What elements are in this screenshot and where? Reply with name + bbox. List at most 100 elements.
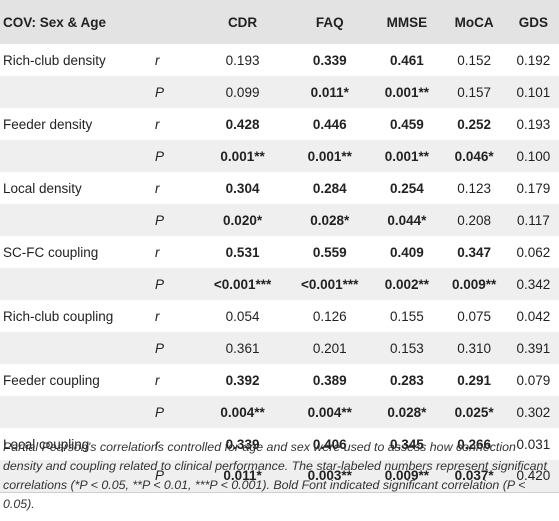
table-cell: 0.347 xyxy=(457,244,491,260)
table-cell: 0.192 xyxy=(516,52,551,68)
table-cell: 0.002** xyxy=(384,276,430,292)
table-row: Feeder coupling r 0.392 0.389 0.283 0.291 0.07… xyxy=(0,364,559,396)
table-cell: 0.157 xyxy=(457,84,491,100)
table-cell: 0.079 xyxy=(516,372,551,388)
row-stat: P xyxy=(155,84,165,100)
table-cell: 0.461 xyxy=(389,52,424,68)
row-label: Feeder coupling xyxy=(3,372,100,388)
table-cell: 0.046* xyxy=(454,148,494,164)
table-cell: 0.391 xyxy=(516,340,551,356)
table-cell: 0.031 xyxy=(516,436,551,452)
header-faq: FAQ xyxy=(315,14,344,30)
table-cell: 0.302 xyxy=(516,404,551,420)
table-row: SC-FC coupling r 0.531 0.559 0.409 0.347 0.062 xyxy=(0,236,559,268)
table-cell: 0.011* xyxy=(223,468,262,484)
row-label xyxy=(0,332,155,364)
table-cell: 0.193 xyxy=(516,116,551,132)
table-cell: 0.009** xyxy=(384,468,430,484)
table-cell: 0.179 xyxy=(516,180,551,196)
table-cell: 0.100 xyxy=(516,148,551,164)
table-cell: 0.117 xyxy=(516,212,550,228)
table-cell: 0.062 xyxy=(516,244,551,260)
table-cell: 0.339 xyxy=(312,52,347,68)
table-row: P 0.099 0.011* 0.001** 0.157 0.101 xyxy=(0,76,559,108)
table-cell: 0.009** xyxy=(451,276,497,292)
table-cell: 0.054 xyxy=(225,308,260,324)
row-stat: P xyxy=(155,340,165,356)
table-row: Local density r 0.304 0.284 0.254 0.123 0.179 xyxy=(0,172,559,204)
row-stat: P xyxy=(155,468,165,484)
table-cell: <0.001*** xyxy=(300,276,359,292)
table-cell: 0.004** xyxy=(307,404,352,420)
table-cell: 0.304 xyxy=(225,180,260,196)
table-cell: 0.025* xyxy=(454,404,494,420)
table-cell: 0.003** xyxy=(307,468,352,484)
header-gds: GDS xyxy=(518,14,548,30)
table-cell: 0.252 xyxy=(457,116,491,132)
table-row: Feeder density r 0.428 0.446 0.459 0.252 0.193 xyxy=(0,108,559,140)
header-moca: MoCA xyxy=(454,14,494,30)
table-cell: 0.001** xyxy=(384,84,430,100)
row-stat: r xyxy=(155,372,160,388)
table-cell: 0.392 xyxy=(225,372,260,388)
table-cell: 0.559 xyxy=(312,244,347,260)
table-cell: 0.284 xyxy=(312,180,347,196)
table-cell: 0.389 xyxy=(312,372,347,388)
table-cell: 0.310 xyxy=(457,340,491,356)
row-stat: r xyxy=(155,180,160,196)
row-stat: P xyxy=(155,148,165,164)
table-row: P <0.001*** <0.001*** 0.002** 0.009** 0.342 xyxy=(0,268,559,300)
table-cell: 0.153 xyxy=(389,340,424,356)
table-cell: 0.044* xyxy=(387,212,427,228)
table-row: P 0.001** 0.001** 0.001** 0.046* 0.100 xyxy=(0,140,559,172)
table-row: P 0.004** 0.004** 0.028* 0.025* 0.302 xyxy=(0,396,559,428)
table-footnote: Partial Pearson’s correlations controlle… xyxy=(3,440,547,511)
table-body: Rich-club density r 0.193 0.339 0.461 0.152 0.… xyxy=(0,44,559,492)
row-label xyxy=(0,396,155,428)
table-cell: 0.428 xyxy=(225,116,260,132)
table-cell: 0.152 xyxy=(457,52,491,68)
table-cell: 0.291 xyxy=(457,372,491,388)
table-cell: 0.001** xyxy=(220,148,265,164)
row-stat: P xyxy=(155,404,165,420)
row-label: Local coupling xyxy=(3,436,90,452)
table-cell: 0.208 xyxy=(457,212,491,228)
table-cell: 0.406 xyxy=(312,436,347,452)
row-stat: r xyxy=(155,116,160,132)
table-cell: 0.201 xyxy=(312,340,347,356)
table-row: P 0.361 0.201 0.153 0.310 0.391 xyxy=(0,332,559,364)
table-cell: 0.459 xyxy=(389,116,424,132)
header-mmse: MMSE xyxy=(386,14,428,30)
table-cell: 0.126 xyxy=(312,308,347,324)
row-label xyxy=(0,268,155,300)
row-stat: r xyxy=(155,244,160,260)
table-cell: 0.339 xyxy=(225,436,260,452)
table-cell: 0.361 xyxy=(225,340,260,356)
table-cell: 0.409 xyxy=(389,244,424,260)
table-cell: 0.037* xyxy=(454,468,494,484)
table-row: Rich-club coupling r 0.054 0.126 0.155 0.075 0… xyxy=(0,300,559,332)
table-row: P 0.020* 0.028* 0.044* 0.208 0.117 xyxy=(0,204,559,236)
row-stat: r xyxy=(155,436,160,452)
table-cell: 0.123 xyxy=(457,180,491,196)
header-cov: COV: Sex & Age xyxy=(3,14,107,30)
table-cell: 0.001** xyxy=(307,148,352,164)
table-row: Rich-club density r 0.193 0.339 0.461 0.152 0.… xyxy=(0,44,559,76)
row-stat: r xyxy=(155,52,160,68)
row-stat: r xyxy=(155,308,160,324)
header-cdr: CDR xyxy=(227,14,258,30)
row-stat: P xyxy=(155,212,165,228)
table-header-row: COV: Sex & Age CDR FAQ MMSE MoCA GDS xyxy=(0,0,559,44)
table-cell: 0.011* xyxy=(310,84,349,100)
table-cell: 0.254 xyxy=(389,180,424,196)
row-label: SC-FC coupling xyxy=(3,244,99,260)
table-row: P 0.011* 0.003** 0.009** 0.037* 0.420 xyxy=(0,460,559,492)
row-label: Local density xyxy=(3,180,82,196)
row-label: Rich-club coupling xyxy=(3,308,114,324)
row-label: Feeder density xyxy=(3,116,93,132)
table-cell: 0.345 xyxy=(389,436,424,452)
table-cell: 0.342 xyxy=(516,276,551,292)
table-cell: 0.028* xyxy=(310,212,350,228)
table-cell: 0.193 xyxy=(225,52,260,68)
table-cell: 0.042 xyxy=(516,308,551,324)
